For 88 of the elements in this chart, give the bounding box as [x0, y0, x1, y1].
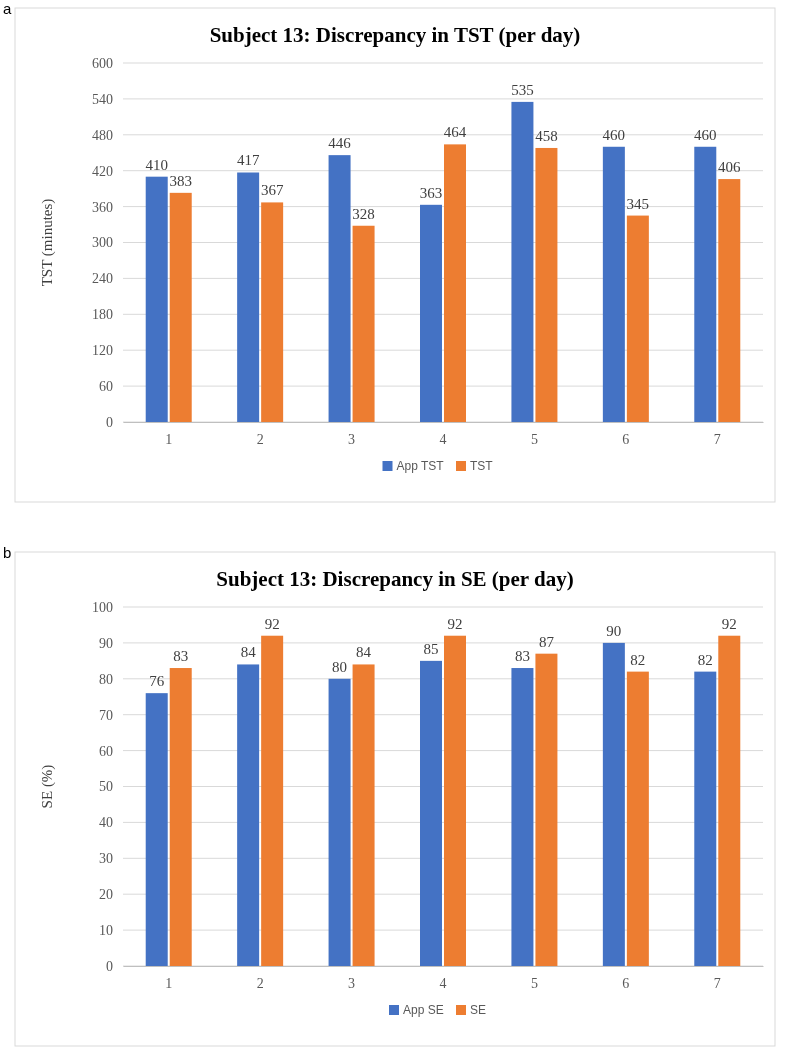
- data-label: 80: [332, 658, 348, 675]
- bar: [169, 192, 192, 422]
- y-tick-label: 600: [92, 55, 113, 71]
- data-label: 417: [236, 152, 260, 169]
- data-label: 83: [173, 648, 189, 665]
- y-axis-title: TST (minutes): [39, 198, 56, 287]
- data-label: 76: [149, 673, 165, 690]
- data-label: 363: [419, 184, 443, 201]
- bar: [602, 146, 625, 422]
- bar: [352, 225, 375, 422]
- legend-label: SE: [470, 1003, 487, 1017]
- y-tick-label: 360: [92, 199, 113, 215]
- x-tick-label: 5: [530, 431, 538, 447]
- x-tick-label: 7: [713, 975, 721, 991]
- bar: [718, 179, 741, 422]
- legend-label: App SE: [403, 1003, 444, 1017]
- y-tick-label: 10: [99, 923, 113, 939]
- y-tick-label: 80: [99, 671, 113, 687]
- data-label: 460: [694, 126, 717, 143]
- y-tick-label: 60: [99, 379, 113, 395]
- bar: [237, 172, 260, 422]
- bar: [511, 101, 534, 422]
- y-tick-label: 300: [92, 235, 113, 251]
- y-tick-label: 180: [92, 307, 113, 323]
- y-tick-label: 60: [99, 743, 113, 759]
- y-tick-label: 30: [99, 851, 113, 867]
- x-tick-label: 3: [348, 975, 356, 991]
- y-tick-label: 90: [99, 635, 113, 651]
- bar: [535, 147, 558, 422]
- y-tick-label: 20: [99, 887, 113, 903]
- chart-title: Subject 13: Discrepancy in TST (per day): [209, 23, 581, 47]
- data-label: 328: [352, 205, 375, 222]
- x-tick-label: 1: [165, 975, 173, 991]
- bar: [328, 155, 351, 422]
- data-label: 82: [697, 651, 713, 668]
- legend-label: App TST: [396, 459, 445, 473]
- x-tick-label: 6: [622, 431, 630, 447]
- data-label: 92: [721, 615, 737, 632]
- x-tick-label: 6: [622, 975, 630, 991]
- data-label: 535: [511, 81, 534, 98]
- y-tick-label: 420: [92, 163, 113, 179]
- data-label: 464: [443, 124, 467, 141]
- y-tick-label: 480: [92, 127, 113, 143]
- data-label: 446: [328, 135, 352, 152]
- x-tick-label: 4: [439, 975, 447, 991]
- text: a: [3, 0, 12, 17]
- data-label: 85: [423, 640, 439, 657]
- y-tick-label: 240: [92, 271, 113, 287]
- y-tick-label: 50: [99, 779, 113, 795]
- bar: [626, 215, 649, 422]
- y-tick-label: 100: [92, 599, 113, 615]
- chart-title: Subject 13: Discrepancy in SE (per day): [216, 567, 574, 591]
- x-tick-label: 5: [530, 975, 538, 991]
- data-label: 84: [240, 644, 257, 661]
- data-label: 92: [447, 615, 463, 632]
- data-label: 460: [602, 126, 626, 143]
- x-tick-label: 7: [713, 431, 721, 447]
- y-axis-title: SE (%): [39, 764, 56, 809]
- bar: [420, 204, 442, 422]
- bar: [694, 146, 717, 422]
- data-label: 82: [630, 651, 646, 668]
- data-label: 90: [606, 622, 622, 639]
- data-label: 458: [535, 127, 558, 144]
- data-label: 87: [538, 633, 555, 650]
- y-tick-label: 0: [106, 958, 113, 974]
- legend-label: TST: [470, 459, 494, 473]
- x-tick-label: 2: [256, 975, 264, 991]
- y-tick-label: 0: [106, 414, 113, 430]
- x-tick-label: 2: [256, 431, 264, 447]
- bar: [261, 202, 284, 422]
- y-tick-label: 120: [92, 343, 113, 359]
- data-label: 383: [169, 172, 192, 189]
- data-label: 367: [260, 182, 284, 199]
- bar: [444, 144, 466, 422]
- x-tick-label: 4: [439, 431, 447, 447]
- x-tick-label: 1: [165, 431, 173, 447]
- data-label: 410: [145, 156, 168, 173]
- text: b: [3, 544, 12, 561]
- y-tick-label: 70: [99, 707, 113, 723]
- bar: [145, 176, 168, 422]
- x-tick-label: 3: [348, 431, 356, 447]
- data-label: 406: [718, 159, 742, 176]
- data-label: 92: [264, 615, 280, 632]
- data-label: 84: [356, 644, 372, 661]
- y-tick-label: 40: [99, 815, 113, 831]
- data-label: 345: [626, 195, 650, 212]
- y-tick-label: 540: [92, 91, 113, 107]
- data-label: 83: [514, 648, 530, 665]
